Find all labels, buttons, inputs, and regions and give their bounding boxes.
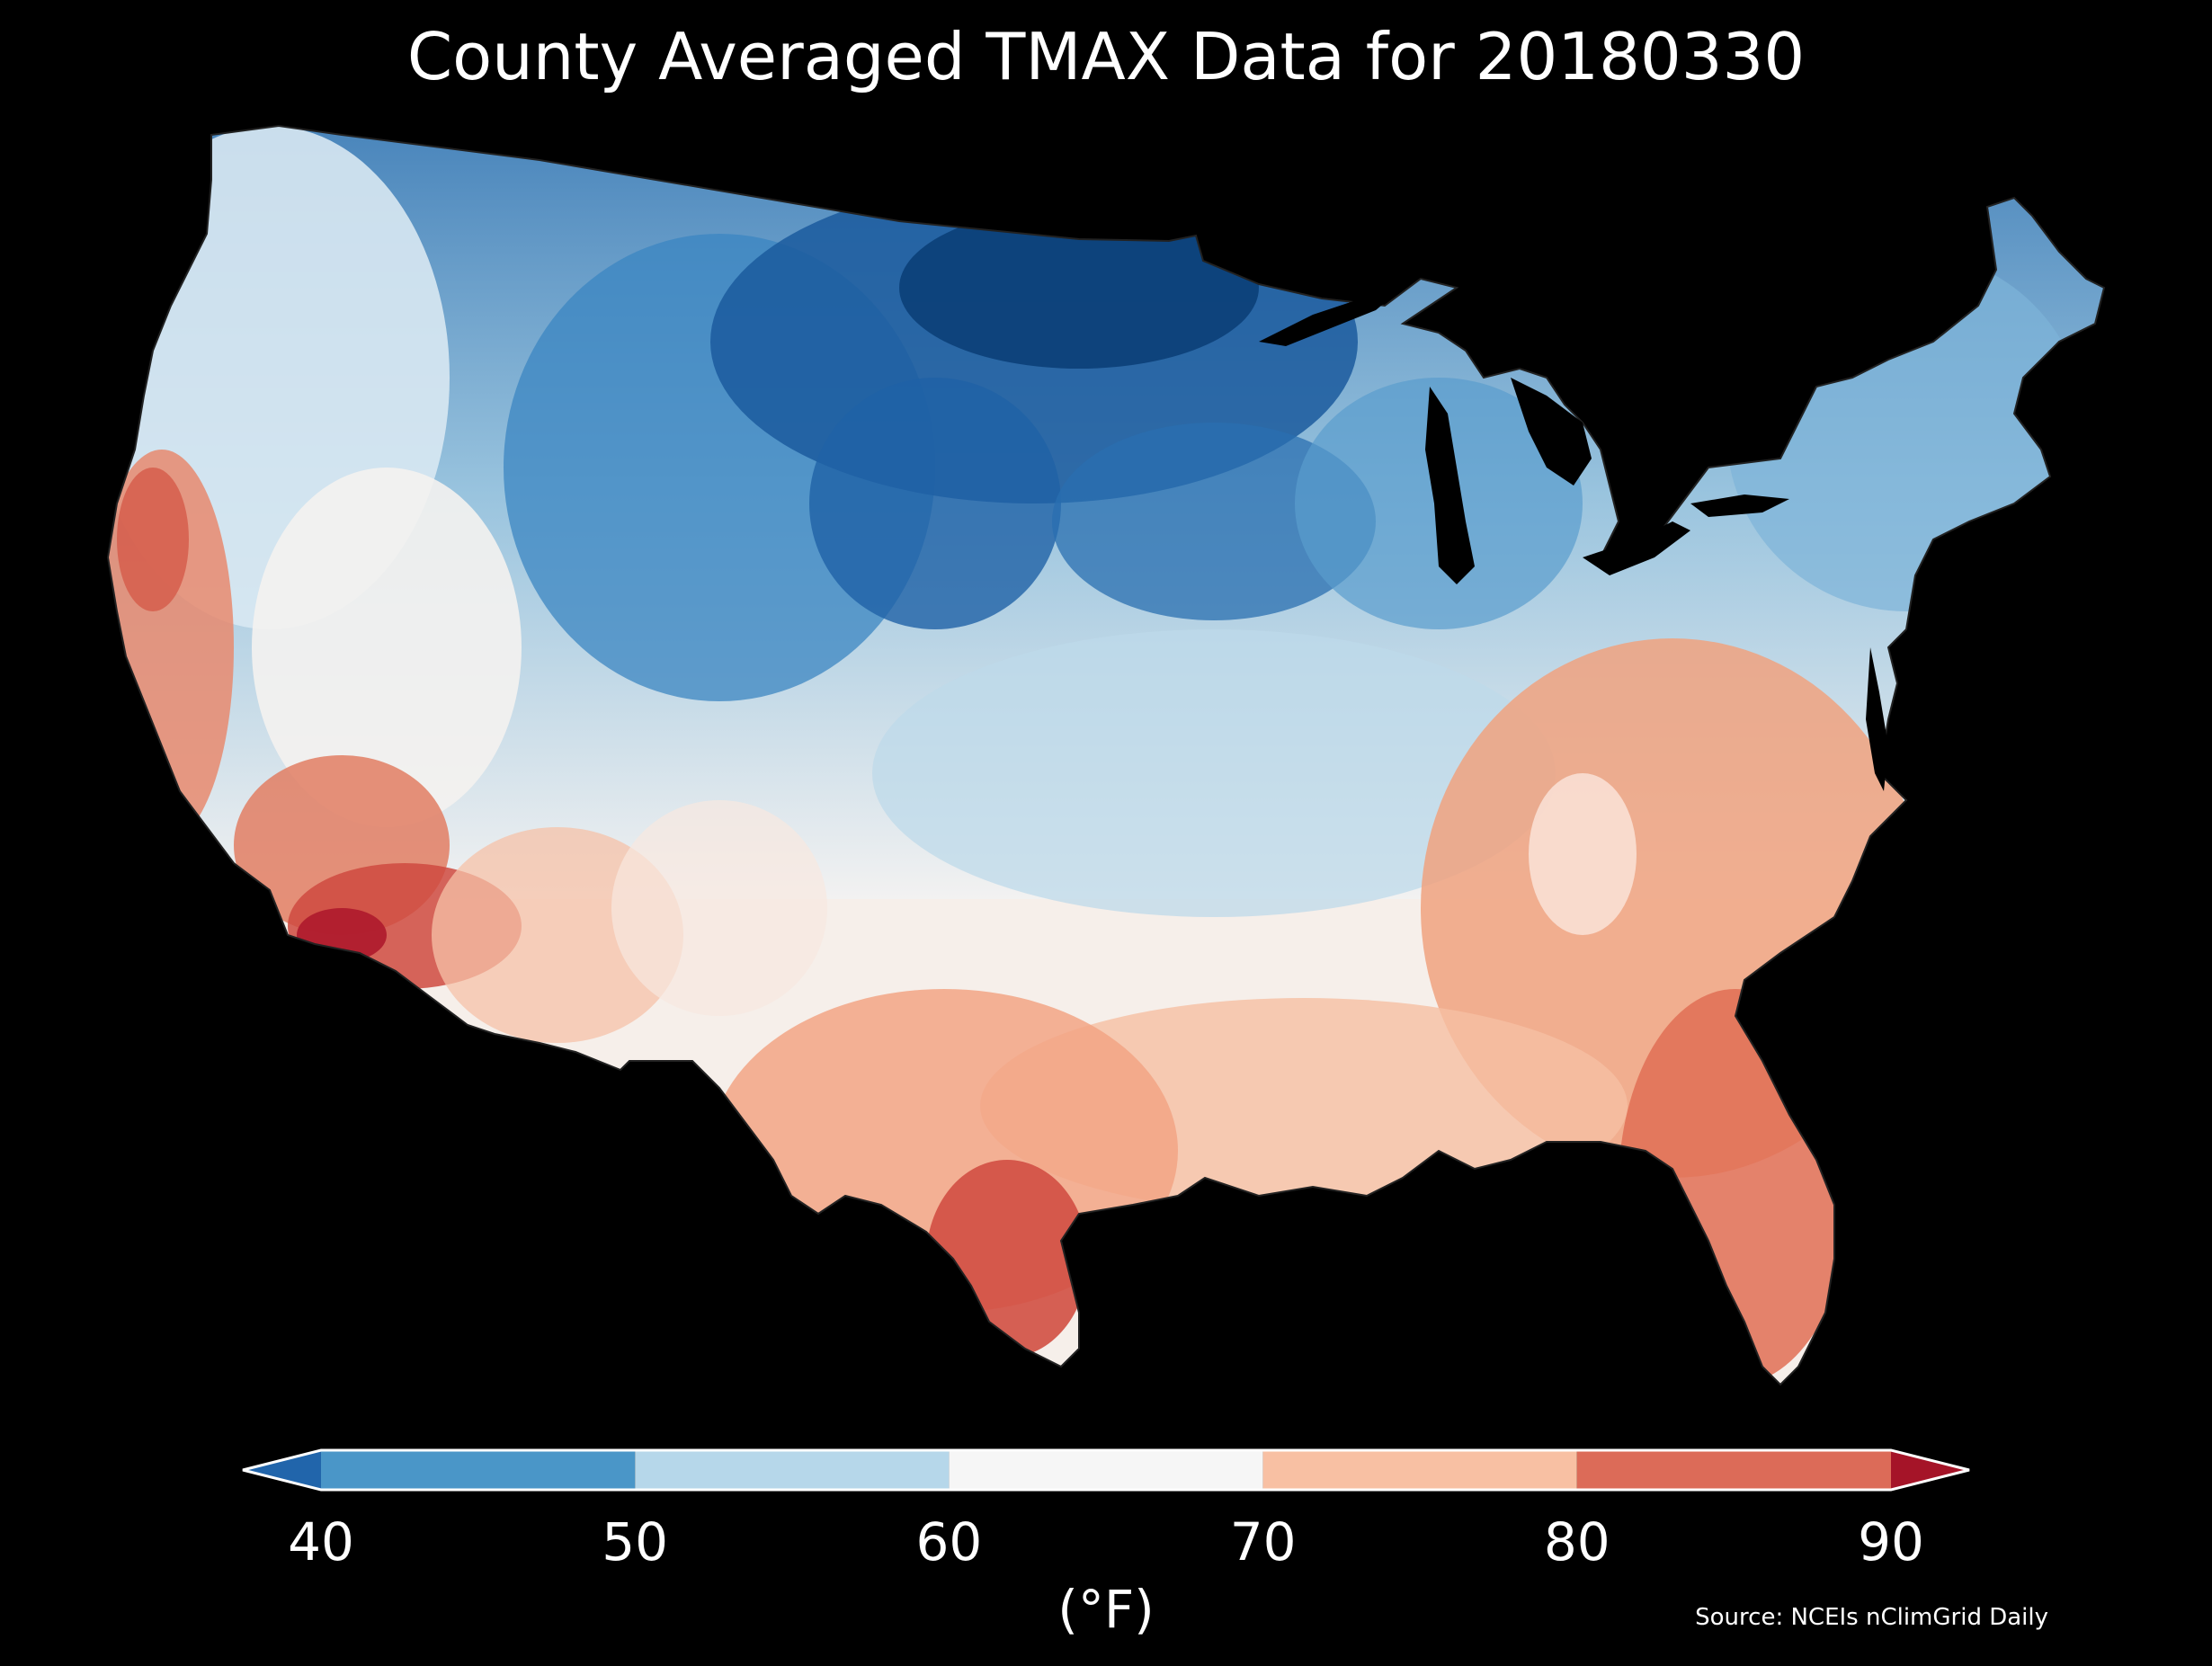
map-title: County Averaged TMAX Data for 20180330 (406, 19, 1806, 94)
colorbar-tick-label: 60 (915, 1511, 983, 1572)
lake-ontario (1690, 494, 1789, 517)
colorbar-tick-label: 90 (1858, 1511, 1924, 1572)
great-lakes (1259, 288, 1789, 584)
colorbar-over-arrow (1891, 1450, 1969, 1490)
colorbar-bin-70-80 (1262, 1450, 1577, 1490)
colorbar (234, 1443, 1978, 1497)
colorbar-bin-60-70 (949, 1450, 1263, 1490)
colorbar-units-label: (°F) (1057, 1579, 1155, 1640)
colorbar-bin-80-90 (1576, 1450, 1891, 1490)
colorbar-tick-label: 70 (1229, 1511, 1297, 1572)
lake-michigan (1425, 387, 1475, 584)
us-outline (106, 124, 2106, 1386)
lake-erie (1583, 521, 1690, 575)
colorbar-bin-50-60 (635, 1450, 950, 1490)
colorbar-tick-label: 40 (288, 1511, 354, 1572)
lake-superior (1259, 288, 1403, 346)
source-credit: Source: NCEIs nClimGrid Daily (1695, 1604, 2048, 1631)
colorbar-svg (242, 1448, 1970, 1492)
chesapeake-bay (1866, 647, 1888, 791)
colorbar-tick-label: 80 (1543, 1511, 1610, 1572)
colorbar-bin-40-50 (321, 1450, 636, 1490)
colorbar-outline (242, 1448, 1970, 1492)
lake-huron (1511, 378, 1592, 486)
colorbar-tick-label: 50 (602, 1511, 669, 1572)
colorbar-under-arrow (243, 1450, 321, 1490)
